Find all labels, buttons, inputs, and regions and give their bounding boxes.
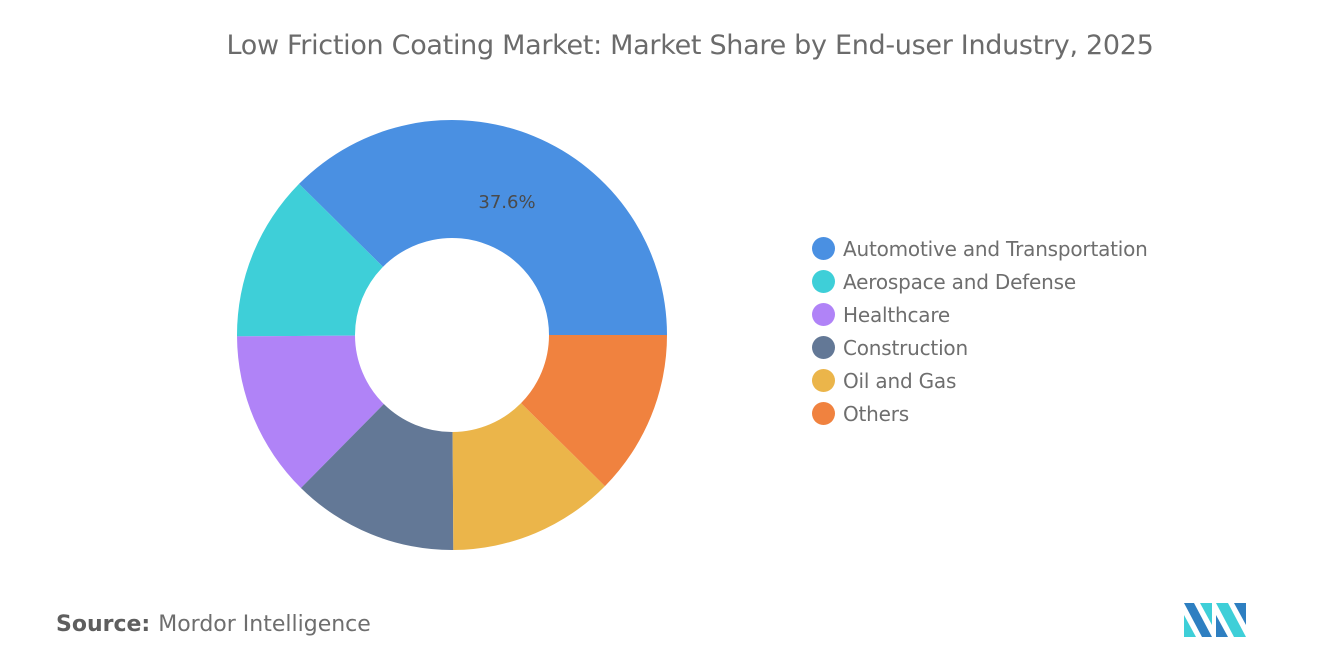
source-label: Source:	[56, 612, 151, 637]
legend-swatch	[812, 402, 835, 425]
legend-swatch	[812, 270, 835, 293]
mordor-logo	[1184, 603, 1246, 637]
legend-item: Automotive and Transportation	[812, 232, 1148, 265]
legend-item: Construction	[812, 331, 1148, 364]
legend-swatch	[812, 237, 835, 260]
legend-item: Healthcare	[812, 298, 1148, 331]
donut-slice-aerospace-and-defense	[237, 183, 383, 337]
data-label: 37.6%	[478, 192, 535, 213]
legend-item: Others	[812, 397, 1148, 430]
legend-swatch	[812, 369, 835, 392]
legend-item: Oil and Gas	[812, 364, 1148, 397]
donut-slice-oil-and-gas	[452, 403, 605, 550]
legend-label: Construction	[843, 335, 968, 360]
legend-label: Healthcare	[843, 302, 951, 327]
legend-label: Oil and Gas	[843, 368, 957, 393]
legend-swatch	[812, 303, 835, 326]
legend-label: Others	[843, 401, 910, 426]
donut-slice-healthcare	[237, 335, 384, 488]
legend-item: Aerospace and Defense	[812, 265, 1148, 298]
legend-label: Automotive and Transportation	[843, 236, 1148, 261]
legend-label: Aerospace and Defense	[843, 269, 1076, 294]
donut-slice-others	[521, 335, 667, 487]
donut-slice-automotive-and-transportation	[299, 119, 667, 335]
legend: Automotive and Transportation Aerospace a…	[812, 232, 1148, 430]
donut-slice-construction	[300, 404, 454, 550]
chart-title: Low Friction Coating Market: Market Shar…	[226, 30, 1154, 61]
source-value: Mordor Intelligence	[158, 612, 371, 637]
legend-swatch	[812, 336, 835, 359]
source-note: Source: Mordor Intelligence	[56, 612, 371, 637]
